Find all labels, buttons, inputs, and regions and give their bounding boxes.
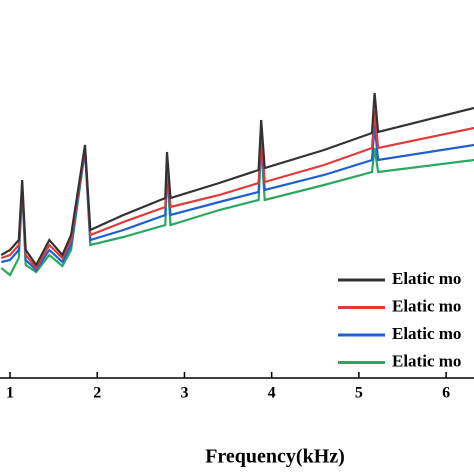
line-series bbox=[0, 144, 474, 277]
legend-label: Elatic mo bbox=[392, 324, 461, 343]
x-tick-label: 6 bbox=[442, 385, 450, 402]
legend-label: Elatic mo bbox=[392, 269, 461, 288]
line-series bbox=[0, 92, 474, 268]
x-tick-label: 5 bbox=[355, 385, 363, 402]
x-tick-label: 1 bbox=[6, 385, 14, 402]
legend-label: Elatic mo bbox=[392, 296, 461, 315]
x-tick-label: 3 bbox=[180, 385, 188, 402]
x-tick-label: 2 bbox=[93, 385, 101, 402]
x-tick-label: 4 bbox=[268, 385, 276, 402]
x-axis-label: Frequency(kHz) bbox=[205, 446, 345, 468]
legend-label: Elatic mo bbox=[392, 351, 461, 370]
